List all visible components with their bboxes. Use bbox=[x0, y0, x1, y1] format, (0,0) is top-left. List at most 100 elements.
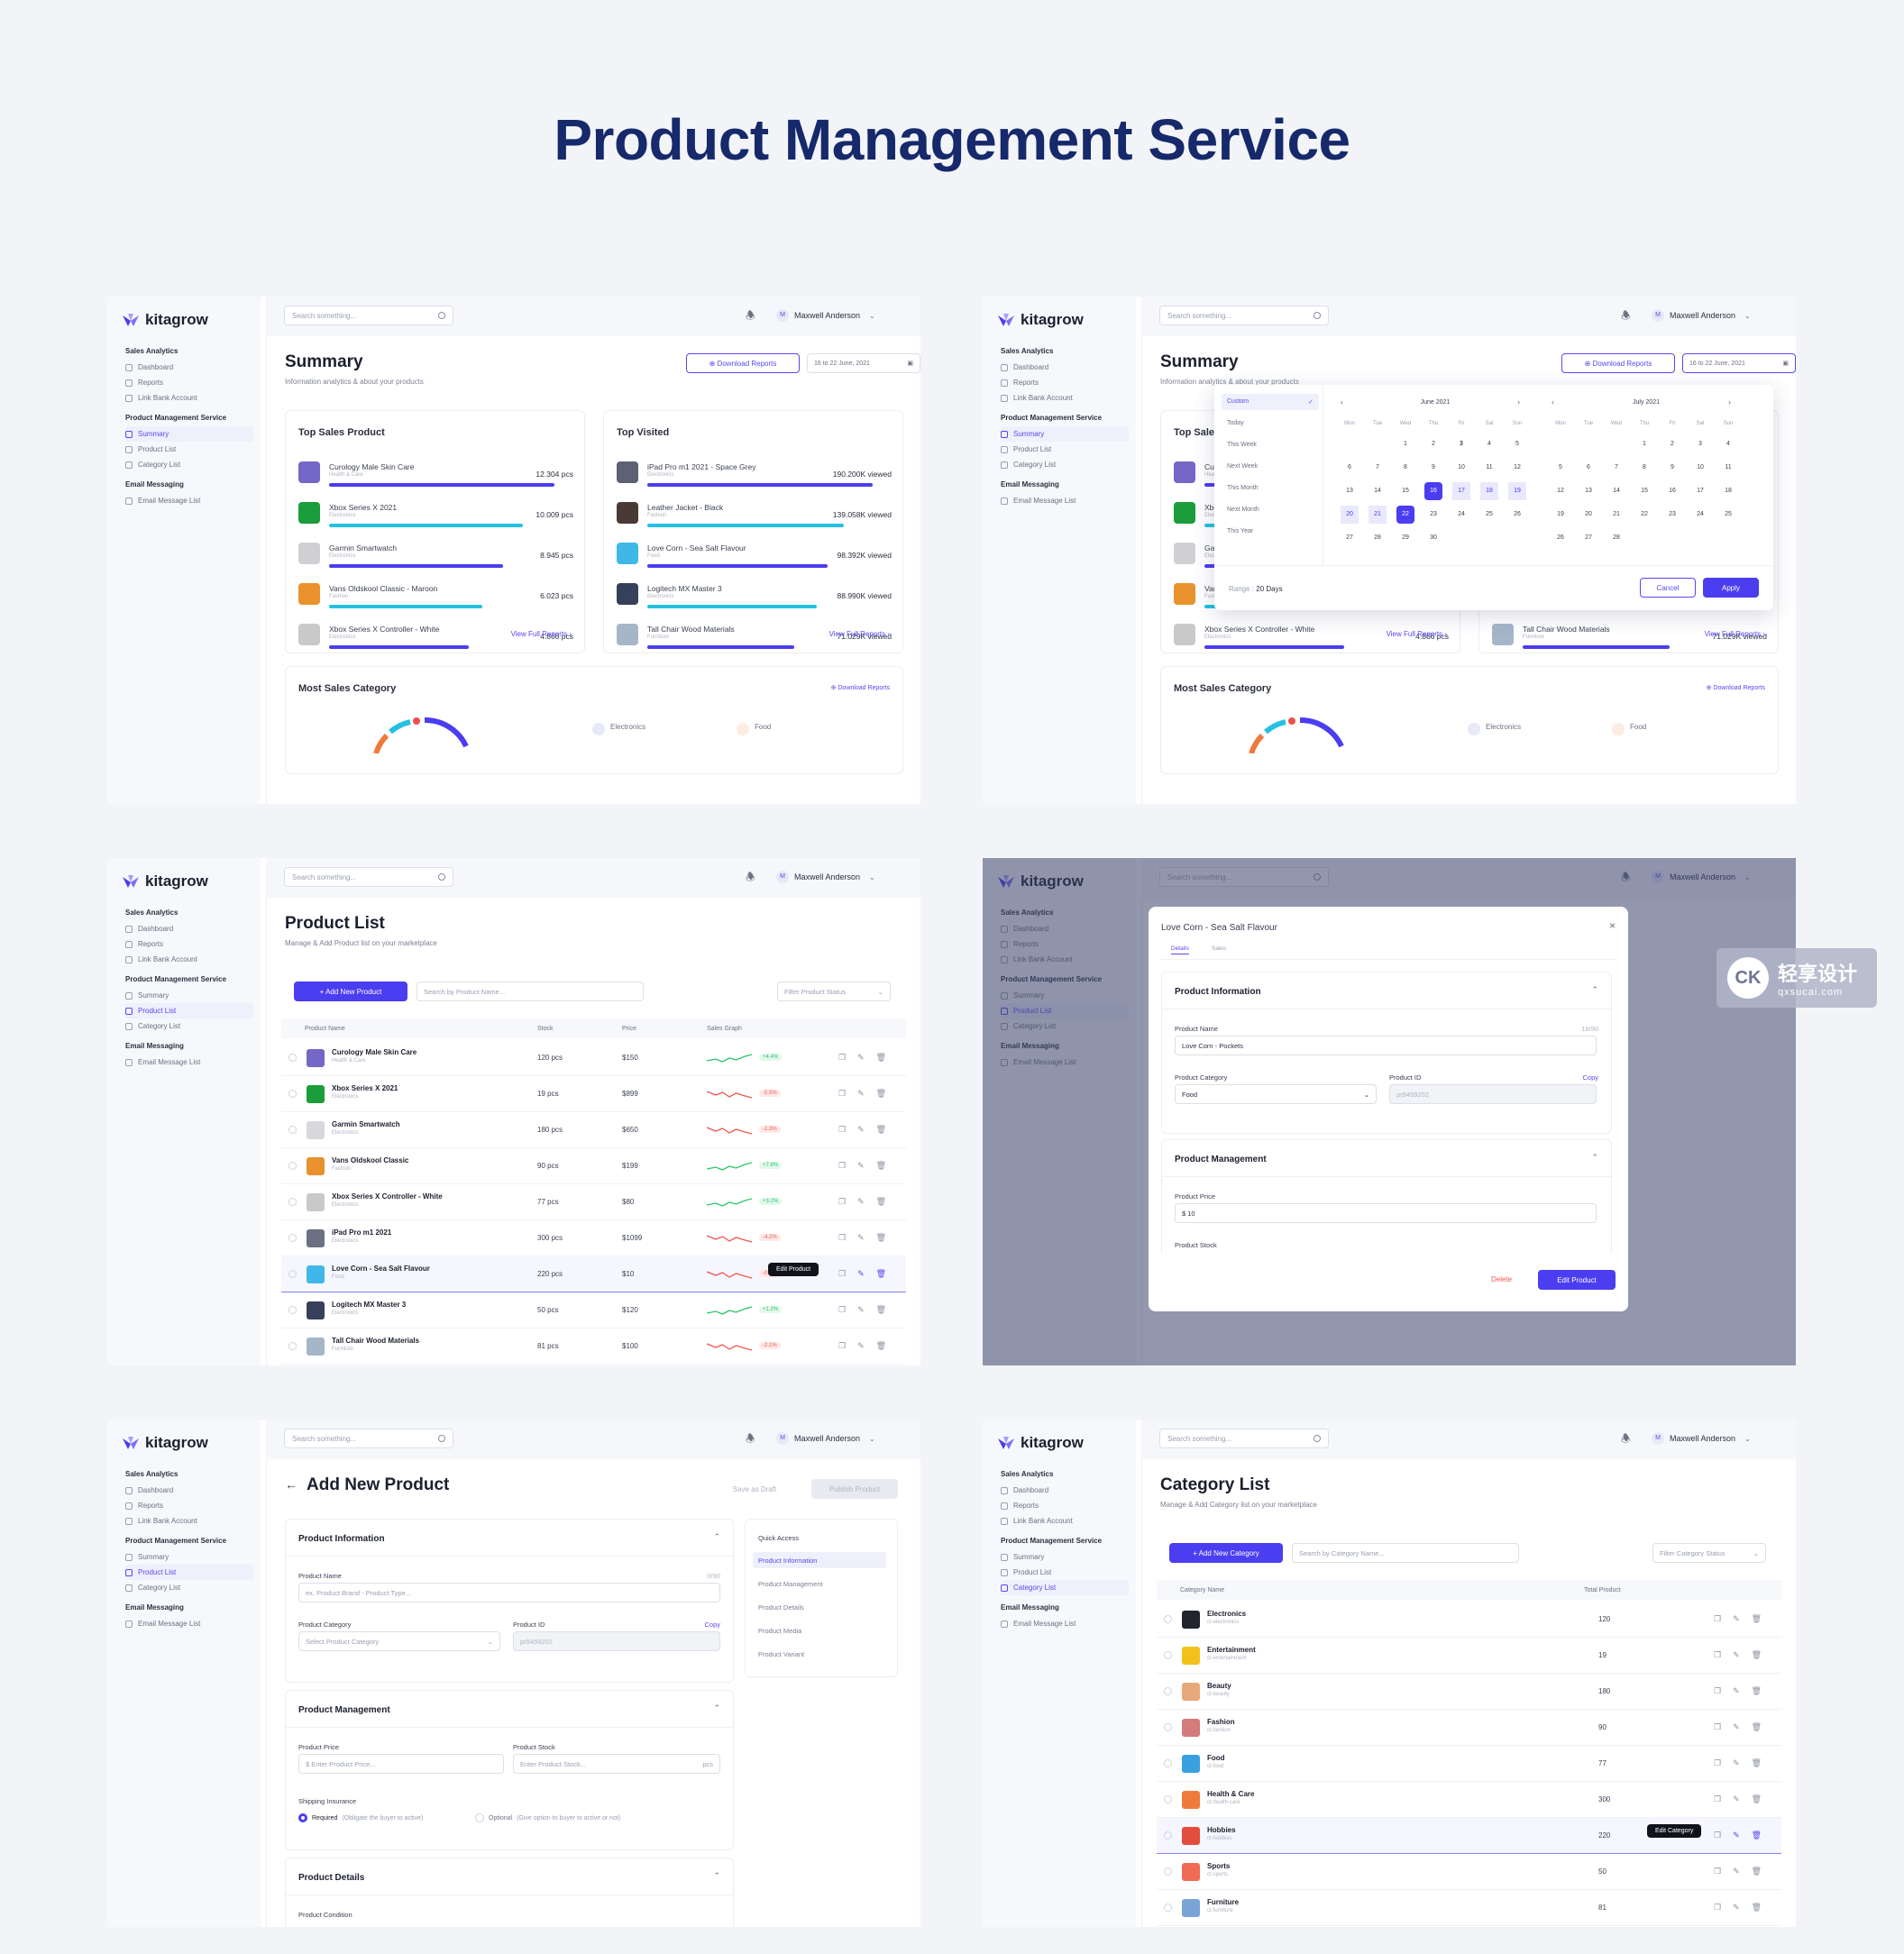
sidebar-item-summary[interactable]: Summary bbox=[1001, 1549, 1129, 1565]
copy-icon[interactable]: ❐ bbox=[1714, 1903, 1722, 1912]
list-item[interactable]: Garmin Smartwatch Electronics 8.945 pcs bbox=[298, 543, 573, 582]
sidebar-item-reports[interactable]: Reports bbox=[125, 1498, 253, 1513]
delete-icon[interactable]: 🗑 bbox=[875, 1089, 887, 1098]
next-month-icon[interactable]: › bbox=[1728, 397, 1731, 406]
calendar-day[interactable]: 28 bbox=[1613, 534, 1620, 541]
add-new-product-button[interactable]: + Add New Product bbox=[294, 982, 407, 1001]
list-item[interactable]: Xbox Series X Controller - White Electro… bbox=[1174, 624, 1449, 663]
apply-button[interactable]: Apply bbox=[1703, 578, 1759, 598]
copy-icon[interactable]: ❐ bbox=[838, 1053, 847, 1062]
calendar-day[interactable]: 16 bbox=[1424, 482, 1442, 500]
row-checkbox[interactable] bbox=[1164, 1615, 1172, 1623]
copy-icon[interactable]: ❐ bbox=[1714, 1758, 1722, 1767]
sidebar-item-reports[interactable]: Reports bbox=[1001, 375, 1129, 390]
calendar-day[interactable]: 8 bbox=[1643, 464, 1646, 470]
table-row[interactable]: Sports ct-sports 50 ❐ ✎ 🗑 bbox=[1157, 1854, 1781, 1890]
calendar-day[interactable]: 11 bbox=[1486, 464, 1493, 470]
copy-icon[interactable]: ❐ bbox=[1714, 1831, 1722, 1840]
calendar-day[interactable]: 9 bbox=[1671, 464, 1674, 470]
date-range-picker[interactable]: 16 to 22 June, 2021 ▣ bbox=[807, 353, 920, 373]
row-checkbox[interactable] bbox=[288, 1162, 297, 1170]
calendar-day[interactable]: 21 bbox=[1613, 511, 1620, 517]
sidebar-item-link-bank[interactable]: Link Bank Account bbox=[1001, 390, 1129, 406]
user-menu[interactable]: M Maxwell Anderson ⌄ bbox=[1646, 306, 1767, 325]
calendar-day[interactable]: 6 bbox=[1587, 464, 1590, 470]
calendar-day[interactable]: 23 bbox=[1430, 511, 1437, 517]
edit-icon[interactable]: ✎ bbox=[1733, 1867, 1740, 1876]
preset-option[interactable]: Next Week bbox=[1222, 459, 1319, 475]
row-checkbox[interactable] bbox=[1164, 1723, 1172, 1731]
delete-icon[interactable]: 🗑 bbox=[875, 1197, 887, 1206]
view-full-reports-link[interactable]: View Full Reports › bbox=[1704, 630, 1765, 638]
table-row[interactable]: Fashion ct-fashion 90 ❐ ✎ 🗑 bbox=[1157, 1710, 1781, 1746]
calendar-day[interactable]: 15 bbox=[1641, 488, 1648, 494]
calendar-day[interactable]: 18 bbox=[1480, 482, 1498, 500]
bell-icon[interactable]: 🕭 bbox=[746, 309, 755, 322]
copy-icon[interactable]: ❐ bbox=[838, 1197, 847, 1206]
next-month-icon[interactable]: › bbox=[1517, 397, 1520, 406]
copy-icon[interactable]: ❐ bbox=[838, 1305, 847, 1314]
bell-icon[interactable]: 🕭 bbox=[746, 871, 755, 883]
table-row[interactable]: Hobbies ct-hobbies 220 ❐ ✎ 🗑 bbox=[1157, 1818, 1781, 1854]
quick-access-item[interactable]: Product Media bbox=[758, 1627, 802, 1635]
edit-icon[interactable]: ✎ bbox=[1733, 1686, 1740, 1695]
delete-icon[interactable]: 🗑 bbox=[875, 1161, 887, 1170]
list-item[interactable]: Tall Chair Wood Materials Furniture 71.0… bbox=[617, 624, 892, 663]
sidebar-item-category-list[interactable]: Category List bbox=[125, 1018, 253, 1034]
delete-icon[interactable]: 🗑 bbox=[1751, 1794, 1762, 1803]
delete-icon[interactable]: 🗑 bbox=[1751, 1758, 1762, 1767]
list-item[interactable]: Tall Chair Wood Materials Furniture 71.0… bbox=[1492, 624, 1767, 663]
calendar-day[interactable]: 11 bbox=[1725, 464, 1732, 470]
table-row[interactable]: Food ct-food 77 ❐ ✎ 🗑 bbox=[1157, 1746, 1781, 1782]
list-item[interactable]: Xbox Series X Controller - White Electro… bbox=[298, 624, 573, 663]
row-checkbox[interactable] bbox=[1164, 1795, 1172, 1803]
delete-icon[interactable]: 🗑 bbox=[875, 1233, 887, 1242]
col-sales-graph[interactable]: Sales Graph bbox=[707, 1026, 742, 1032]
edit-icon[interactable]: ✎ bbox=[1733, 1722, 1740, 1731]
quick-access-item[interactable]: Product Details bbox=[758, 1603, 804, 1612]
col-stock[interactable]: Stock bbox=[537, 1026, 554, 1032]
calendar-day[interactable]: 24 bbox=[1458, 511, 1465, 517]
preset-option[interactable]: This Week bbox=[1222, 437, 1319, 453]
table-row[interactable]: Xbox Series X Controller - White Electro… bbox=[281, 1184, 906, 1220]
bell-icon[interactable]: 🕭 bbox=[1621, 1432, 1631, 1445]
delete-icon[interactable]: 🗑 bbox=[1751, 1867, 1762, 1876]
brand-logo[interactable]: kitagrow bbox=[122, 872, 208, 890]
view-full-reports-link[interactable]: View Full Reports › bbox=[1386, 630, 1447, 638]
sidebar-item-category-list[interactable]: Category List bbox=[125, 1580, 253, 1595]
row-checkbox[interactable] bbox=[288, 1090, 297, 1098]
copy-icon[interactable]: ❐ bbox=[838, 1341, 847, 1350]
copy-icon[interactable]: ❐ bbox=[1714, 1867, 1722, 1876]
table-row[interactable]: iPad Pro m1 2021 Electronics 300 pcs $10… bbox=[281, 1220, 906, 1256]
delete-icon[interactable]: 🗑 bbox=[1751, 1903, 1762, 1912]
copy-icon[interactable]: ❐ bbox=[838, 1089, 847, 1098]
calendar-day[interactable]: 12 bbox=[1514, 464, 1521, 470]
product-price-input[interactable]: $ 10 bbox=[1175, 1203, 1597, 1223]
sidebar-item-product-list[interactable]: Product List bbox=[125, 1003, 253, 1018]
edit-icon[interactable]: ✎ bbox=[857, 1305, 865, 1314]
col-price[interactable]: Price bbox=[622, 1026, 636, 1032]
brand-logo[interactable]: kitagrow bbox=[122, 311, 208, 329]
preset-option[interactable]: Next Month bbox=[1222, 502, 1319, 518]
row-checkbox[interactable] bbox=[288, 1234, 297, 1242]
edit-icon[interactable]: ✎ bbox=[1733, 1650, 1740, 1659]
filter-status-select[interactable]: Filter Product Status ⌄ bbox=[777, 982, 891, 1001]
date-range-picker[interactable]: 16 to 22 June, 2021 ▣ bbox=[1682, 353, 1796, 373]
quick-access-item[interactable]: Product Variant bbox=[758, 1650, 805, 1658]
calendar-day[interactable]: 17 bbox=[1697, 488, 1704, 494]
sidebar-item-link-bank[interactable]: Link Bank Account bbox=[125, 1513, 253, 1529]
calendar-day[interactable]: 3 bbox=[1460, 441, 1463, 447]
sidebar-item-summary[interactable]: Summary bbox=[125, 1549, 253, 1565]
sidebar-item-reports[interactable]: Reports bbox=[125, 375, 253, 390]
required-radio[interactable]: Required (Obligate the buyer to active) bbox=[298, 1813, 423, 1822]
publish-product-button[interactable]: Publish Product bbox=[811, 1479, 898, 1499]
calendar-day[interactable]: 1 bbox=[1643, 441, 1646, 447]
calendar-day[interactable]: 27 bbox=[1346, 534, 1353, 541]
global-search-input[interactable]: Search something... bbox=[1159, 1429, 1329, 1448]
calendar-day[interactable]: 21 bbox=[1368, 506, 1387, 524]
table-row[interactable]: Garmin Smartwatch Electronics 180 pcs $6… bbox=[281, 1112, 906, 1148]
sidebar-item-dashboard[interactable]: Dashboard bbox=[125, 1483, 253, 1498]
row-checkbox[interactable] bbox=[1164, 1904, 1172, 1912]
sidebar-item-email-list[interactable]: Email Message List bbox=[1001, 493, 1129, 508]
sidebar-item-dashboard[interactable]: Dashboard bbox=[125, 360, 253, 375]
